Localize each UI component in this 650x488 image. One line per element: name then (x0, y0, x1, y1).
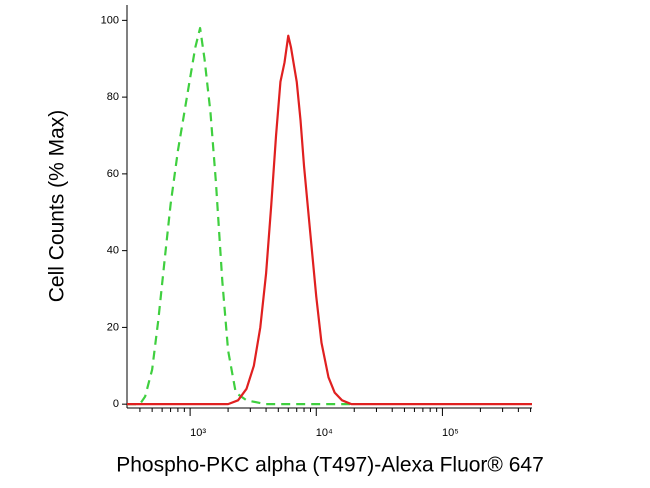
y-tick-label: 20 (107, 321, 119, 333)
y-tick-label: 0 (113, 398, 119, 410)
y-tick-label: 100 (101, 14, 119, 26)
y-axis-title: Cell Counts (% Max) (46, 110, 69, 303)
y-tick-label: 60 (107, 168, 119, 180)
histogram-line (127, 34, 532, 406)
histogram-line (127, 26, 355, 406)
x-tick-label: 10⁴ (316, 427, 333, 439)
x-tick-label: 10³ (190, 427, 206, 439)
y-tick-label: 40 (107, 245, 119, 257)
x-tick-label: 10⁵ (442, 427, 459, 439)
y-tick-label: 80 (107, 91, 119, 103)
x-axis-title: Phospho-PKC alpha (T497)-Alexa Fluor® 64… (116, 454, 544, 477)
